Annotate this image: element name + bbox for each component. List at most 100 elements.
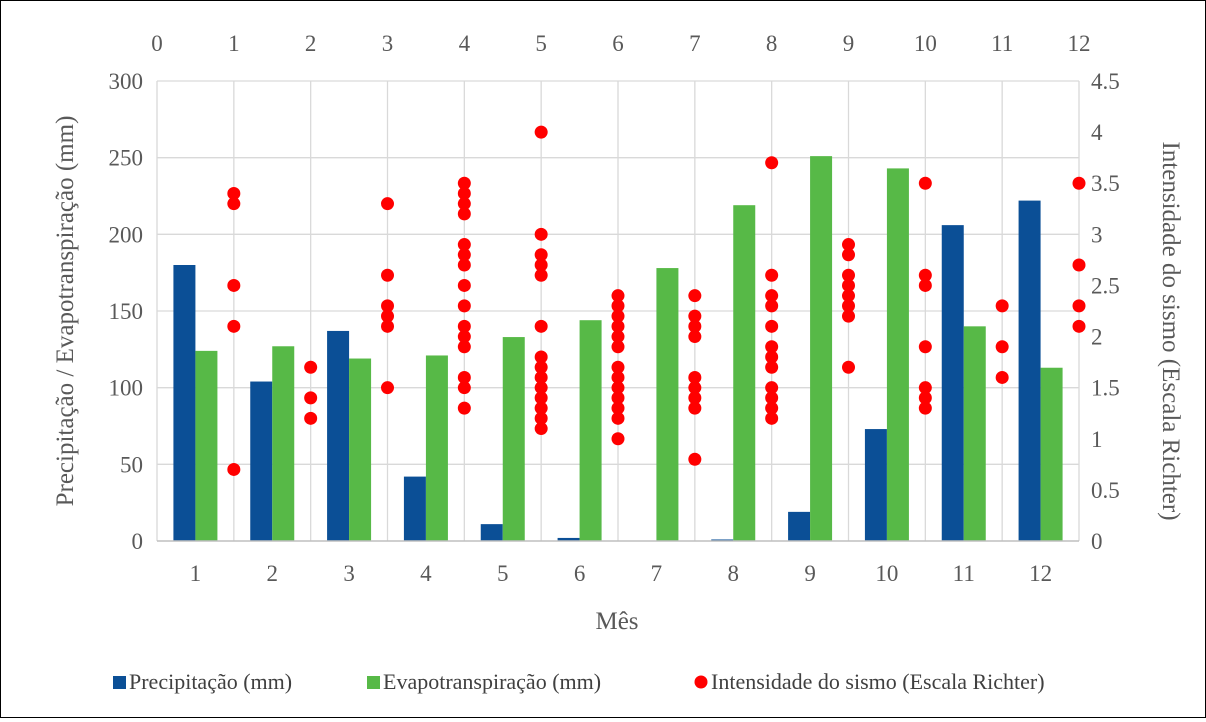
scatter-point xyxy=(457,401,471,415)
bar-precipitacao xyxy=(480,524,503,541)
y-tick-label: 150 xyxy=(109,299,144,324)
legend: Precipitação (mm) Evapotranspiração (mm) I… xyxy=(113,669,1045,694)
scatter-point xyxy=(457,238,471,252)
y-tick-label: 200 xyxy=(109,222,144,247)
scatter-point xyxy=(918,401,932,415)
bar-precipitacao xyxy=(1018,200,1041,541)
bar-precipitacao xyxy=(788,511,811,541)
scatter-point xyxy=(995,299,1009,313)
x-tick-label: 4 xyxy=(420,561,432,586)
scatter-point xyxy=(611,360,625,374)
scatter-point xyxy=(765,381,779,395)
scatter-point xyxy=(611,309,625,323)
scatter-point xyxy=(611,381,625,395)
scatter-point xyxy=(381,299,394,313)
scatter-point xyxy=(611,401,625,415)
x-tick-label: 10 xyxy=(875,561,898,586)
scatter-point xyxy=(1072,299,1086,313)
bar-evapotranspiracao xyxy=(195,350,218,541)
x2-tick-label: 8 xyxy=(766,31,778,56)
scatter-point xyxy=(842,360,855,374)
scatter-point xyxy=(381,309,394,323)
x-tick-label: 1 xyxy=(190,561,202,586)
scatter-point xyxy=(304,411,318,425)
scatter-point xyxy=(918,381,932,395)
scatter-point xyxy=(457,248,471,262)
y2-tick-label: 4 xyxy=(1091,120,1103,145)
scatter-point xyxy=(1072,319,1086,333)
scatter-point xyxy=(227,186,241,200)
scatter-point xyxy=(381,381,394,395)
scatter-point xyxy=(611,289,625,303)
scatter-point xyxy=(611,432,625,446)
scatter-point xyxy=(995,370,1009,384)
scatter-point xyxy=(457,197,471,211)
bar-evapotranspiracao xyxy=(963,326,986,541)
scatter-point xyxy=(765,360,779,374)
bar-evapotranspiracao xyxy=(1040,367,1063,541)
scatter-point xyxy=(534,391,548,405)
scatter-point xyxy=(457,278,471,292)
scatter-point xyxy=(688,401,702,415)
bar-precipitacao xyxy=(711,539,734,541)
bar-evapotranspiracao xyxy=(810,156,833,541)
scatter-point xyxy=(688,370,702,384)
y-axis-title: Precipitação / Evapotranspiração (mm) xyxy=(52,116,79,507)
scatter-point xyxy=(227,319,241,333)
y-tick-label: 50 xyxy=(120,452,143,477)
y2-tick-label: 4.5 xyxy=(1091,69,1120,94)
scatter-point xyxy=(534,411,548,425)
x-tick-label: 11 xyxy=(953,561,975,586)
y2-axis-title: Intensidade do sismo (Escala Richter) xyxy=(1157,141,1184,520)
bar-evapotranspiracao xyxy=(425,355,448,541)
scatter-point xyxy=(304,360,318,374)
scatter-point xyxy=(457,258,471,272)
scatter-point xyxy=(688,319,702,333)
scatter-point xyxy=(842,278,855,292)
y2-tick-label: 2.5 xyxy=(1091,273,1120,298)
y-tick-label: 250 xyxy=(109,146,144,171)
y-tick-label: 0 xyxy=(132,529,144,554)
x2-tick-label: 10 xyxy=(914,31,937,56)
scatter-point xyxy=(688,309,702,323)
y2-tick-label: 3 xyxy=(1091,222,1103,247)
x-axis-title: Mês xyxy=(595,608,638,635)
scatter-point xyxy=(1072,176,1086,190)
scatter-point xyxy=(842,238,855,252)
bar-evapotranspiracao xyxy=(579,320,602,541)
scatter-point xyxy=(765,156,779,170)
x2-tick-label: 4 xyxy=(459,31,471,56)
scatter-point xyxy=(457,176,471,190)
x-tick-label: 5 xyxy=(497,561,509,586)
scatter-point xyxy=(534,248,548,262)
scatter-point xyxy=(534,258,548,272)
x2-tick-label: 3 xyxy=(382,31,394,56)
scatter-point xyxy=(534,350,548,364)
scatter-point xyxy=(611,330,625,344)
scatter-point xyxy=(611,319,625,333)
legend-swatch xyxy=(694,675,708,689)
scatter-point xyxy=(534,360,548,374)
scatter-point xyxy=(381,197,394,211)
bar-evapotranspiracao xyxy=(733,205,756,541)
x-tick-label: 12 xyxy=(1029,561,1052,586)
bar-precipitacao xyxy=(864,429,887,541)
scatter-point xyxy=(688,330,702,344)
scatter-point xyxy=(842,289,855,303)
scatter-point xyxy=(534,381,548,395)
scatter-point xyxy=(765,299,779,313)
scatter-point xyxy=(227,462,241,476)
scatter-point xyxy=(534,125,548,139)
scatter-point xyxy=(842,268,855,282)
scatter-point xyxy=(765,268,779,282)
scatter-point xyxy=(765,391,779,405)
bar-evapotranspiracao xyxy=(349,358,372,541)
scatter-point xyxy=(534,422,548,436)
scatter-point xyxy=(842,299,855,313)
scatter-point xyxy=(457,319,471,333)
scatter-point xyxy=(457,370,471,384)
y2-tick-label: 2 xyxy=(1091,325,1103,350)
scatter-point xyxy=(611,340,625,354)
scatter-point xyxy=(765,350,779,364)
